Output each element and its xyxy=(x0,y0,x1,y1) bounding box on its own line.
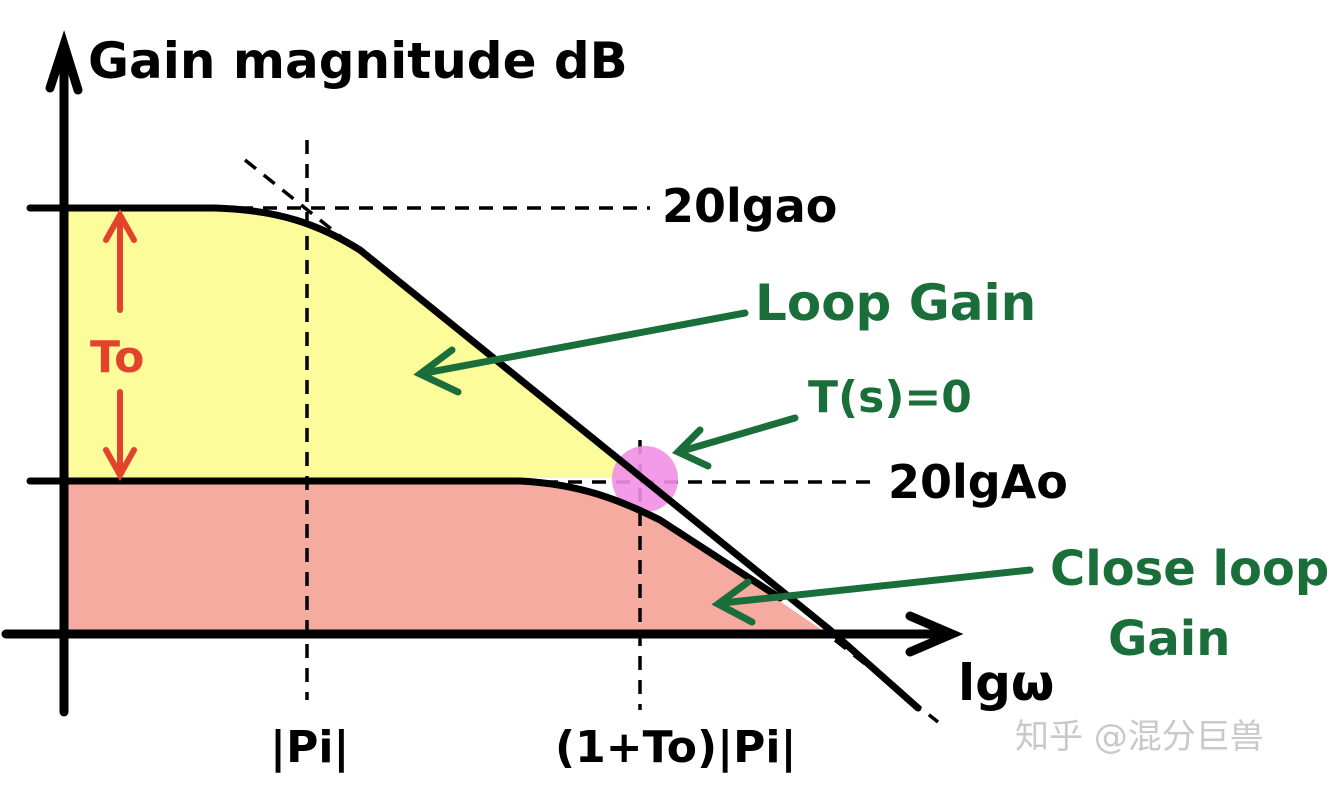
closed-loop-level-label: 20lgAo xyxy=(888,455,1068,509)
axes xyxy=(1,30,964,717)
y-axis-title: Gain magnitude dB xyxy=(88,32,628,90)
closed-pole-label: (1+To)|Pi| xyxy=(555,722,797,773)
open-loop-level-label: 20lgao xyxy=(662,179,837,233)
watermark: 知乎 @混分巨兽 xyxy=(1015,717,1264,757)
asymptote-upper xyxy=(243,158,347,242)
closed-loop-gain-curve xyxy=(26,477,784,602)
x-axis-arrowhead xyxy=(905,611,964,657)
crossover-label: T(s)=0 xyxy=(808,372,972,423)
annotation-arrows xyxy=(413,309,1034,626)
closed-loop-gain-region xyxy=(64,481,825,632)
loop-gain-curve xyxy=(26,204,922,712)
crossover-pointer xyxy=(678,414,799,455)
loop-gain-pointer xyxy=(421,309,749,377)
loop-gain-label: Loop Gain xyxy=(755,274,1036,332)
loop-gain-region xyxy=(64,208,640,478)
close-loop-gain-pointer xyxy=(718,566,1034,607)
delta-arrow xyxy=(103,208,137,482)
delta-label: To xyxy=(90,332,144,383)
y-axis-arrowhead xyxy=(45,30,83,95)
close-loop-gain-label-line2: Gain xyxy=(1108,611,1230,667)
pole-label: |Pi| xyxy=(270,722,349,773)
close-loop-gain-label-line1: Close loop xyxy=(1050,541,1329,597)
x-axis-title: lgω xyxy=(958,654,1054,712)
